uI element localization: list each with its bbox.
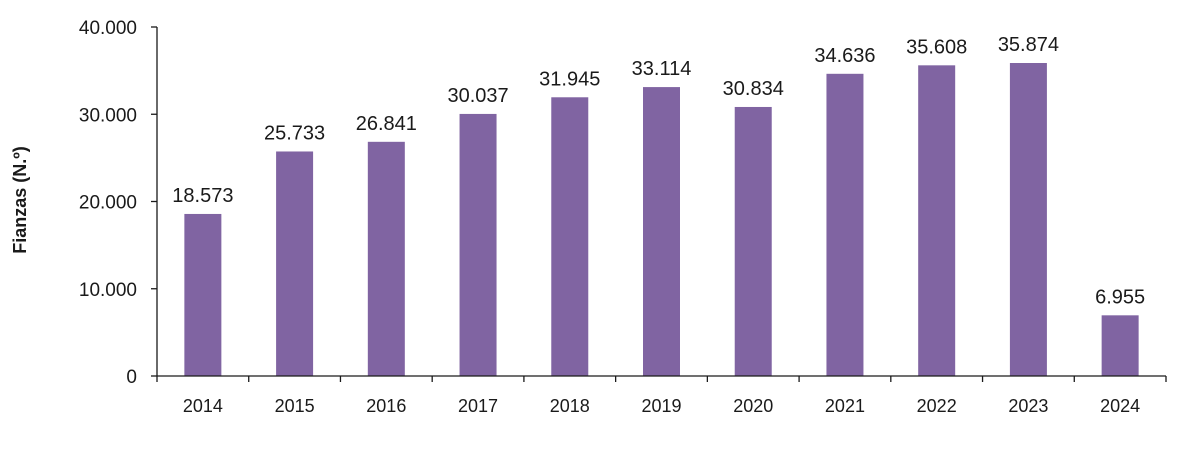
bar-2017 [459, 113, 497, 376]
x-tick-label: 2023 [1008, 396, 1048, 416]
data-label: 33.114 [632, 58, 692, 80]
data-label: 25.733 [264, 122, 325, 144]
bar-2022 [918, 65, 956, 377]
bar-2015 [276, 151, 314, 376]
x-tick-label: 2015 [275, 396, 315, 416]
bar-2023 [1009, 62, 1047, 376]
x-tick-label: 2017 [458, 396, 498, 416]
x-tick-label: 2014 [183, 396, 223, 416]
data-label: 31.945 [539, 68, 600, 90]
data-label: 30.037 [447, 85, 508, 107]
data-label: 6.955 [1095, 286, 1145, 308]
bar-2018 [551, 97, 589, 376]
y-tick-label: 30.000 [79, 105, 137, 126]
x-tick-label: 2019 [641, 396, 681, 416]
x-tick-label: 2018 [550, 396, 590, 416]
y-axis-label: Fianzas (N.º) [10, 146, 30, 254]
data-label: 34.636 [814, 45, 875, 67]
y-tick-label: 40.000 [79, 18, 137, 39]
data-label: 30.834 [723, 78, 784, 100]
y-tick-label: 10.000 [79, 280, 137, 301]
bar-2016 [367, 141, 405, 376]
data-label: 18.573 [172, 185, 233, 207]
x-tick-label: 2020 [733, 396, 773, 416]
bar-2014 [184, 213, 222, 376]
y-tick-label: 20.000 [79, 193, 137, 214]
bar-2021 [826, 73, 864, 376]
x-tick-label: 2021 [825, 396, 865, 416]
x-tick-label: 2024 [1100, 396, 1140, 416]
data-label: 35.608 [906, 36, 967, 58]
bar-2019 [643, 87, 680, 376]
x-tick-label: 2022 [917, 396, 957, 416]
x-tick-label: 2016 [366, 396, 406, 416]
data-label: 35.874 [998, 34, 1059, 56]
bar-2020 [734, 106, 772, 376]
y-tick-label: 0 [126, 367, 137, 388]
bar-2024 [1101, 315, 1139, 376]
data-label: 26.841 [356, 113, 417, 135]
